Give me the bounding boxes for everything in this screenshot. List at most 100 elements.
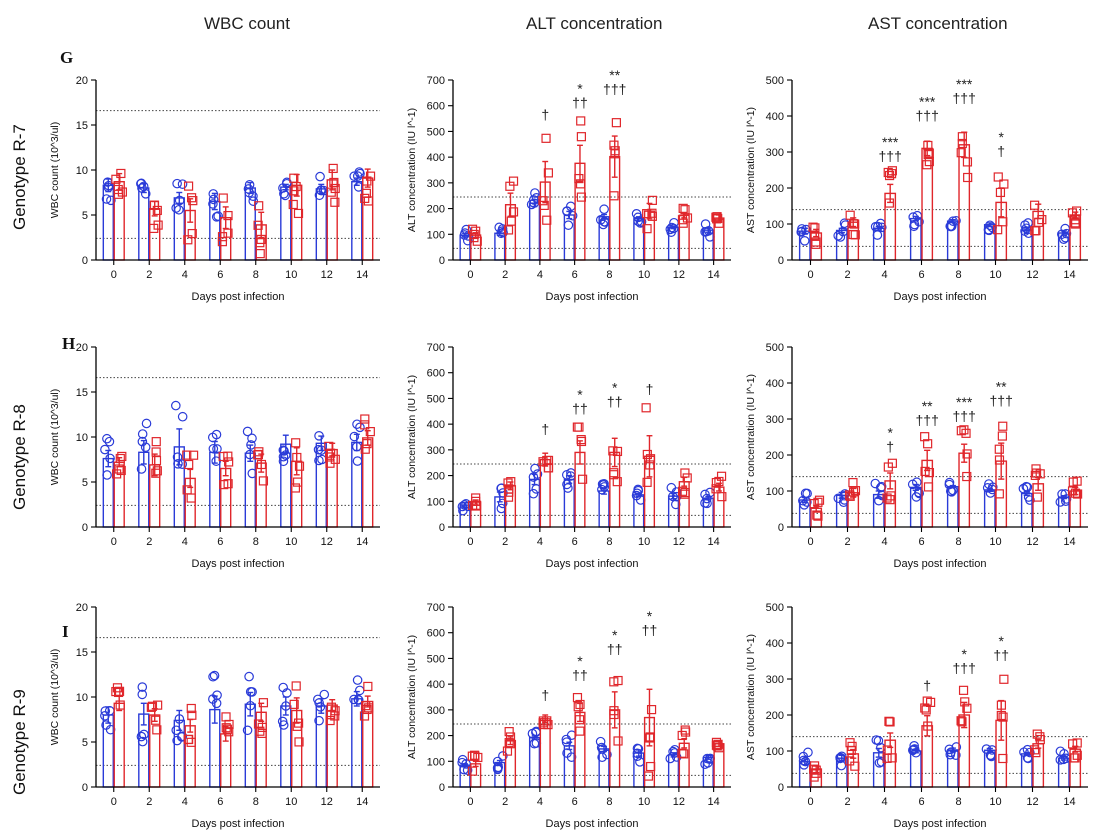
data-point [137, 689, 148, 700]
data-point [184, 734, 194, 744]
data-point [908, 745, 918, 756]
data-point [183, 235, 193, 245]
bar [1020, 492, 1033, 528]
x-tick-label: 6 [217, 269, 223, 281]
data-point [998, 421, 1008, 431]
data-point [810, 223, 820, 233]
data-point [561, 470, 572, 480]
x-tick-label: 2 [146, 796, 152, 808]
bar [958, 452, 971, 528]
significance-label: *** [956, 76, 973, 92]
data-point [152, 205, 162, 216]
data-point [677, 748, 687, 758]
data-point [611, 118, 621, 128]
significance-label: ††† [953, 408, 976, 424]
x-axis-label: Days post infection [192, 291, 285, 303]
data-point [632, 748, 643, 759]
y-tick-label: 100 [427, 496, 445, 508]
data-point [962, 157, 973, 167]
significance-label: ††† [916, 108, 939, 124]
data-point [151, 715, 161, 725]
x-tick-label: 8 [606, 269, 612, 281]
bar [102, 457, 114, 528]
data-point [920, 432, 930, 442]
data-point [702, 753, 713, 764]
data-point [254, 201, 264, 211]
data-point [112, 683, 123, 693]
chart-panel-2: † *†† **††† 0 100 200 300 400 500 600 700 0 2 4 6 8 10 12… [406, 67, 731, 303]
data-point [717, 492, 727, 502]
x-tick-label: 12 [1026, 536, 1038, 548]
data-point [641, 403, 651, 413]
y-tick-label: 0 [82, 522, 88, 534]
y-tick-label: 500 [766, 602, 784, 614]
significance-label: †† [572, 667, 588, 683]
data-point [609, 140, 619, 150]
data-point [647, 195, 657, 205]
data-point [1072, 206, 1082, 216]
y-tick-label: 0 [82, 255, 88, 267]
y-tick-label: 500 [427, 393, 445, 405]
bar [362, 700, 374, 788]
significance-label: ††† [603, 81, 626, 97]
data-point [315, 171, 325, 182]
data-point [326, 448, 336, 458]
data-point [956, 148, 966, 158]
x-tick-label: 4 [881, 536, 887, 548]
data-point [498, 227, 508, 238]
x-tick-label: 14 [1063, 536, 1075, 548]
data-point [680, 725, 690, 735]
data-point [280, 190, 290, 201]
data-point [677, 730, 687, 741]
data-point [101, 720, 111, 730]
data-point [151, 455, 162, 466]
bar [563, 745, 575, 788]
x-tick-label: 2 [844, 536, 850, 548]
data-point [948, 216, 958, 226]
chart-panel-1: 0 5 10 15 20 0 2 4 6 8 10 12 14 Days post infection WB… [49, 75, 380, 303]
data-point [1068, 477, 1078, 487]
data-point [609, 191, 619, 201]
data-point [497, 498, 508, 509]
data-point [102, 470, 112, 480]
y-tick-label: 500 [766, 75, 784, 87]
data-point [677, 486, 688, 496]
y-tick-label: 600 [427, 368, 445, 380]
y-tick-label: 300 [427, 705, 445, 717]
data-point [811, 239, 821, 249]
data-point [1032, 492, 1042, 502]
x-tick-label: 0 [111, 536, 117, 548]
x-tick-label: 2 [502, 269, 508, 281]
data-point [599, 204, 609, 215]
significance-label: † [541, 107, 549, 123]
x-tick-label: 14 [708, 796, 720, 808]
x-tick-label: 8 [253, 796, 259, 808]
panel-letter-g: G [60, 48, 74, 67]
data-point [528, 488, 539, 499]
data-point [174, 204, 184, 215]
data-point [647, 208, 657, 218]
panel-letter-h: H [62, 334, 76, 353]
data-point [319, 689, 330, 700]
significance-label: ††† [990, 392, 1013, 408]
bar [220, 467, 232, 528]
x-tick-label: 4 [537, 796, 543, 808]
x-axis-label: Days post infection [894, 291, 987, 303]
data-point [538, 196, 548, 206]
significance-label: * [998, 129, 1004, 145]
y-tick-label: 100 [766, 219, 784, 231]
x-tick-label: 12 [1026, 796, 1038, 808]
data-point [502, 746, 513, 756]
data-point [609, 468, 619, 478]
y-tick-label: 0 [439, 522, 445, 534]
data-point [117, 187, 127, 197]
x-axis-label: Days post infection [192, 818, 285, 830]
data-point [258, 476, 269, 486]
data-point [642, 477, 652, 487]
data-point [177, 411, 188, 422]
x-tick-label: 10 [989, 269, 1001, 281]
significance-label: * [612, 380, 618, 396]
x-tick-label: 10 [638, 269, 650, 281]
y-tick-label: 300 [766, 147, 784, 159]
y-tick-label: 15 [76, 387, 88, 399]
